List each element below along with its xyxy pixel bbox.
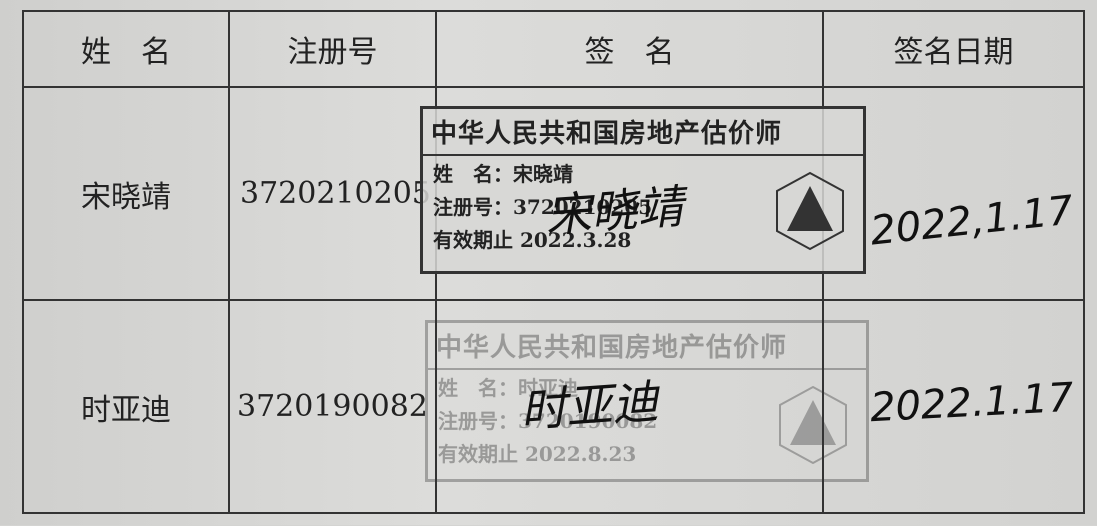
rule [22,512,1085,514]
header-cell: 签 名 [584,35,675,70]
rule [1083,10,1085,514]
reg-cell: 3720190082 [237,388,428,424]
stamp-line: 有效期止 2022.3.28 [433,228,632,252]
rule [22,10,24,514]
header-cell: 姓 名 [81,35,171,70]
seal-stamp: 中华人民共和国房地产估价师 姓 名：时亚迪 注册号：3720190082 有效期… [425,320,869,482]
stamp-logo [779,385,847,465]
stamp-line: 有效期止 2022.8.23 [438,442,637,466]
header-cell: 签名日期 [893,35,1014,70]
stamp-line: 姓 名：时亚迪 [438,376,578,400]
signature: 时亚迪 [518,374,660,438]
name-cell: 时亚迪 [81,392,171,428]
stamp-logo [776,171,844,251]
header-cell: 注册号 [287,35,378,70]
stamp-line: 姓 名：宋晓靖 [433,162,573,186]
rule [22,10,1085,12]
signature: 宋晓靖 [543,179,685,243]
seal-stamp: 中华人民共和国房地产估价师 姓 名：宋晓靖 注册号：3720210205 有效期… [420,106,866,274]
sign-date: 2022,1.17 [868,187,1076,255]
rule [22,86,1085,88]
stamp-title: 中华人民共和国房地产估价师 [423,109,863,156]
name-cell: 宋晓靖 [81,179,171,215]
sign-date: 2022.1.17 [868,374,1075,432]
stamp-line: 注册号：3720210205 [433,195,653,219]
stamp-title: 中华人民共和国房地产估价师 [428,323,866,370]
reg-cell: 3720210205 [240,175,431,211]
stamp-line: 注册号：3720190082 [438,409,658,433]
rule [228,10,230,514]
rule [22,299,1085,301]
